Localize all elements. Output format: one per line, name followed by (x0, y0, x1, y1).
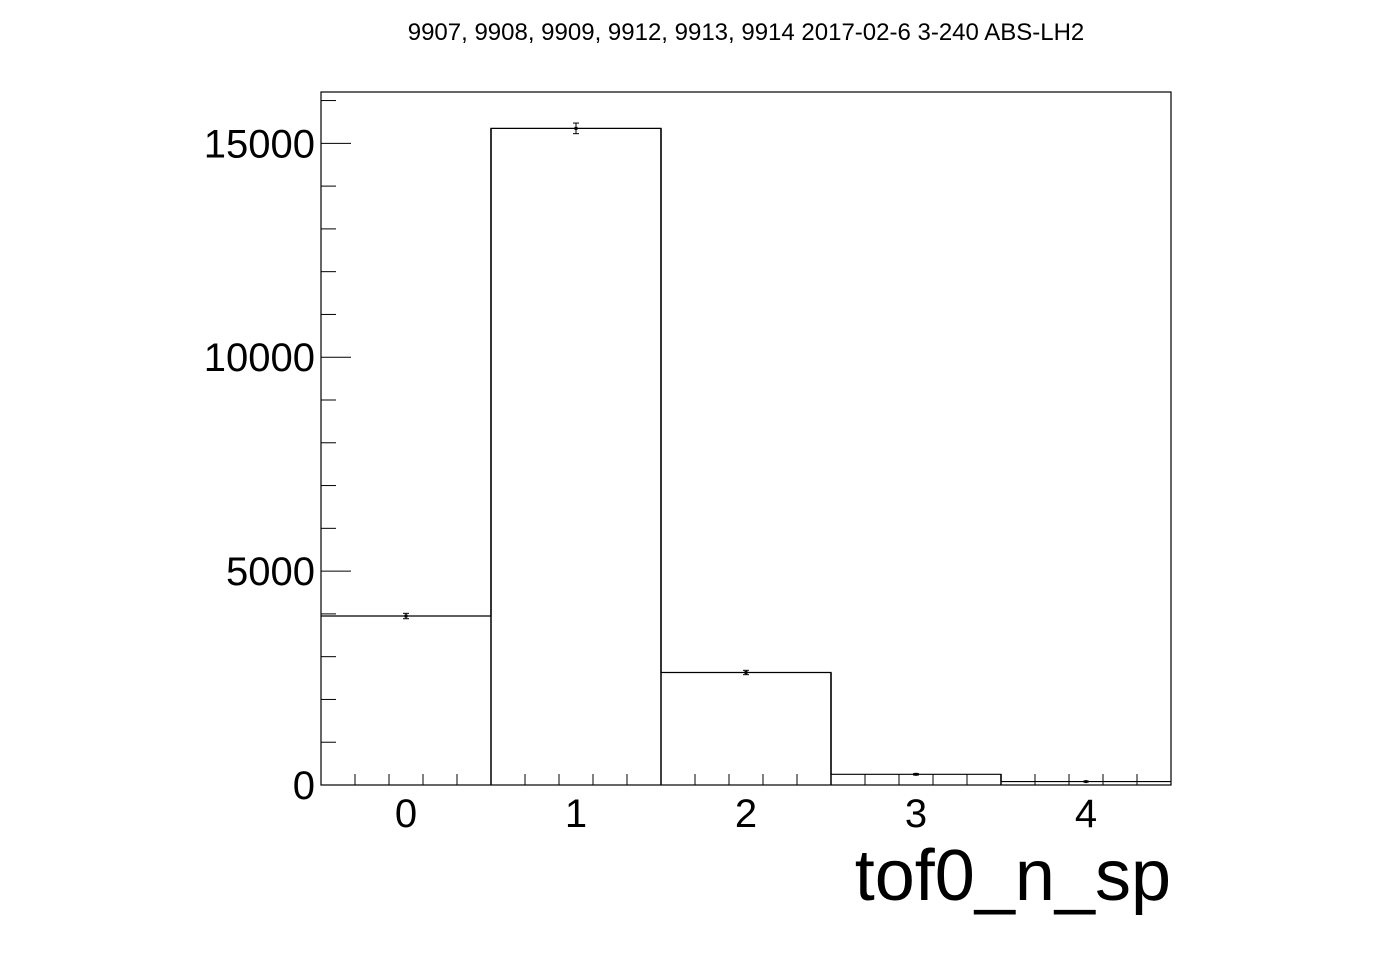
x-tick-label: 0 (395, 792, 417, 836)
x-tick-label: 3 (905, 792, 927, 836)
chart-title: 9907, 9908, 9909, 9912, 9913, 9914 2017-… (408, 19, 1085, 46)
data-point (574, 126, 578, 130)
y-tick-label: 0 (293, 764, 315, 808)
data-point (914, 772, 918, 776)
y-tick-label: 15000 (204, 122, 315, 166)
y-tick-label: 5000 (226, 550, 315, 594)
data-point (1084, 780, 1088, 784)
x-tick-label: 4 (1075, 792, 1097, 836)
data-point (404, 614, 408, 618)
x-tick-label: 2 (735, 792, 757, 836)
plot-area: 0 5000 10000 15000 0 1 2 3 4 (204, 91, 1172, 836)
data-point (744, 670, 748, 674)
x-tick-label: 1 (565, 792, 587, 836)
y-tick-label: 10000 (204, 336, 315, 380)
x-axis-label: tof0_n_sp (855, 836, 1171, 916)
histogram-outline (321, 127, 1171, 783)
plot-frame (320, 91, 1172, 786)
